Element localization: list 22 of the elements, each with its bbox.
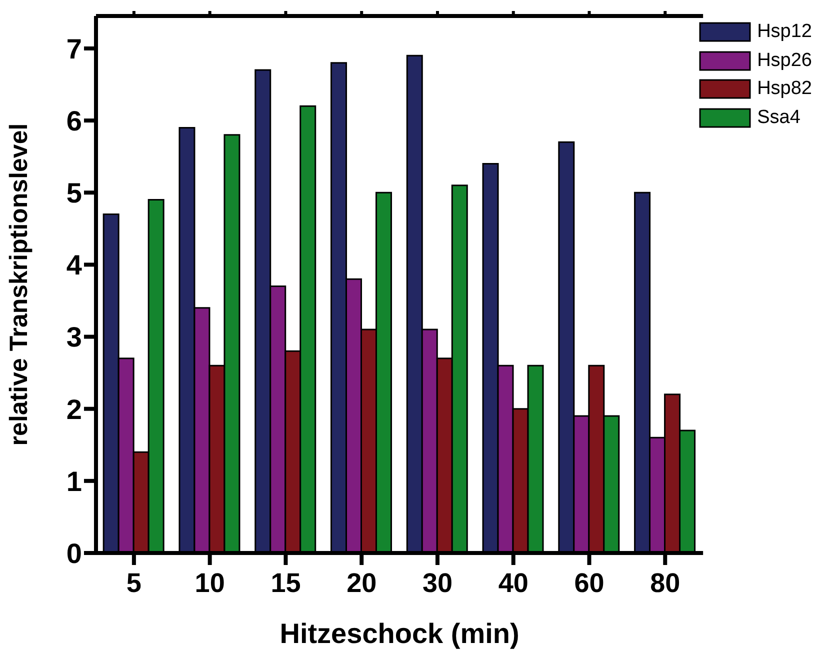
legend-label: Ssa4 (757, 106, 800, 129)
legend-label: Hsp12 (757, 21, 812, 44)
x-tick-label: 5 (126, 568, 142, 598)
y-tick-label: 4 (66, 250, 82, 281)
y-tick-label: 7 (66, 33, 82, 64)
y-tick-label: 0 (66, 538, 82, 569)
x-tick-label: 10 (194, 568, 225, 598)
x-axis-title: Hitzeschock (min) (280, 618, 520, 649)
y-tick-label: 5 (66, 178, 82, 209)
y-tick-label: 6 (66, 105, 82, 136)
x-tick-label: 80 (650, 568, 680, 598)
x-tick-label: 20 (346, 568, 377, 598)
legend-label: Hsp26 (757, 50, 812, 72)
x-tick-label: 40 (498, 568, 528, 598)
x-tick-label: 15 (270, 568, 301, 598)
y-tick-label: 2 (66, 394, 82, 425)
y-tick-label: 3 (66, 322, 82, 353)
x-tick-label: 30 (422, 568, 453, 598)
legend-label: Hsp82 (757, 78, 812, 100)
y-axis-title: relative Transkriptionslevel (4, 123, 33, 446)
y-tick-label: 1 (66, 466, 82, 497)
x-tick-label: 60 (574, 568, 604, 598)
